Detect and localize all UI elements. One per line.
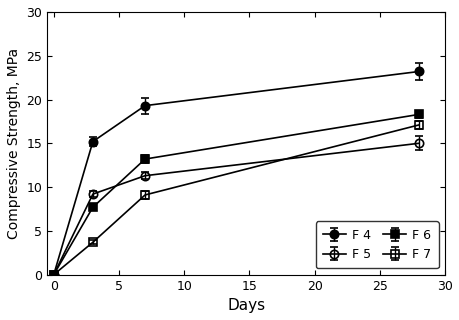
Y-axis label: Compressive Strength, MPa: Compressive Strength, MPa [7, 48, 21, 239]
X-axis label: Days: Days [227, 298, 265, 313]
Legend: F 4, F 5, F 6, F 7: F 4, F 5, F 6, F 7 [315, 221, 438, 268]
